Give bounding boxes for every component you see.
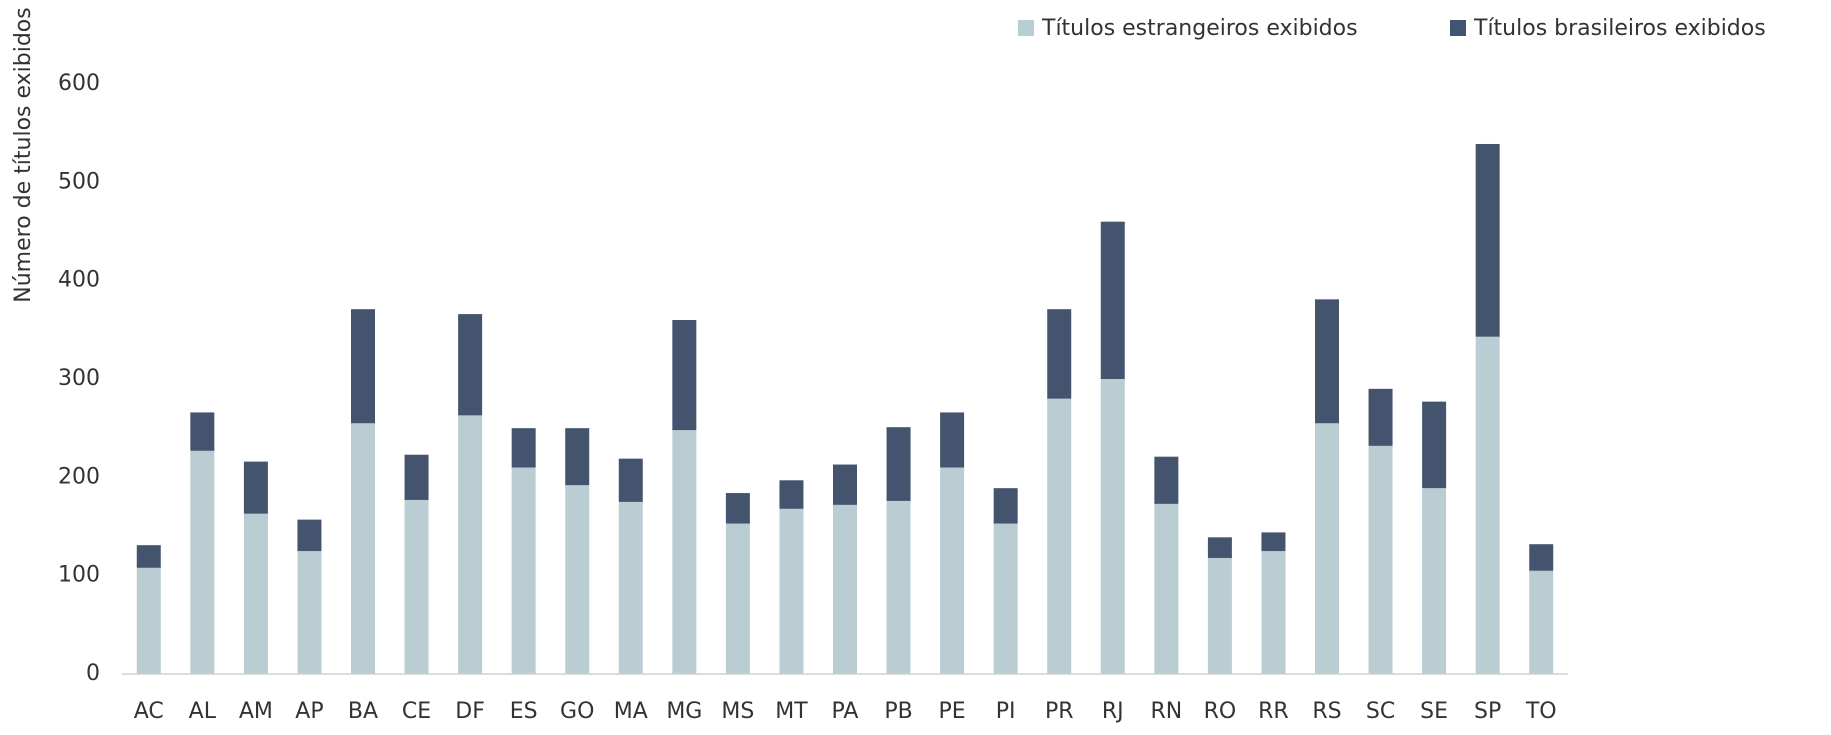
bar-segment — [351, 309, 375, 424]
bar-segment — [1261, 551, 1286, 674]
x-tick-label: AM — [239, 699, 273, 724]
bar-segment — [1475, 336, 1500, 674]
x-tick-label: RN — [1150, 699, 1182, 724]
bar-segment — [1315, 423, 1339, 674]
bar-segment — [565, 485, 590, 674]
x-tick-label: AP — [295, 699, 323, 724]
legend-label: Títulos brasileiros exibidos — [1473, 16, 1766, 41]
x-tick-label: CE — [402, 699, 431, 724]
x-tick-label: DF — [455, 699, 485, 724]
x-tick-label: MT — [775, 699, 808, 724]
bar-segment — [297, 519, 322, 552]
x-tick-label: RJ — [1102, 699, 1124, 724]
x-tick-label: AL — [189, 699, 217, 724]
y-tick-label: 600 — [58, 71, 100, 96]
bar-segment — [672, 320, 697, 431]
x-tick-label: MG — [666, 699, 702, 724]
y-axis-label: Número de títulos exibidos — [11, 7, 36, 302]
x-tick-label: MA — [614, 699, 648, 724]
bar-segment — [1154, 456, 1179, 504]
bar-segment — [458, 314, 483, 416]
bar-segment — [1154, 503, 1179, 674]
bar-segment — [833, 464, 857, 505]
x-tick-label: RO — [1204, 699, 1237, 724]
bar-segment — [1529, 570, 1554, 674]
legend-swatch — [1018, 20, 1034, 36]
bar-segment — [243, 461, 268, 514]
x-tick-label: TO — [1525, 699, 1557, 724]
bar-segment — [1207, 537, 1232, 558]
bar-segment — [297, 551, 322, 674]
x-tick-label: GO — [560, 699, 594, 724]
bar-segment — [136, 545, 161, 568]
bar-segment — [993, 523, 1018, 674]
bar-segment — [779, 480, 804, 509]
x-tick-label: PI — [996, 699, 1016, 724]
x-tick-label: RR — [1258, 699, 1289, 724]
bar-segment — [725, 523, 750, 674]
bar-segment — [404, 454, 429, 500]
y-tick-label: 100 — [58, 563, 100, 588]
bar-segment — [618, 458, 643, 502]
bar-segment — [1475, 143, 1500, 337]
bar-segment — [779, 508, 804, 674]
bar-segment — [511, 428, 536, 468]
bar-segment — [511, 467, 536, 674]
x-tick-label: BA — [348, 699, 378, 724]
bar-segment — [833, 504, 857, 674]
x-tick-label: SP — [1474, 699, 1501, 724]
y-tick-label: 400 — [58, 268, 100, 293]
y-tick-label: 500 — [58, 169, 100, 194]
bar-segment — [136, 567, 161, 674]
bar-segment — [940, 467, 965, 674]
bar-segment — [1047, 309, 1072, 399]
x-tick-label: PB — [884, 699, 912, 724]
x-tick-label: AC — [134, 699, 164, 724]
y-tick-label: 0 — [86, 661, 100, 686]
bar-segment — [404, 499, 429, 674]
x-tick-label: MS — [721, 699, 754, 724]
bar-segment — [1100, 221, 1125, 379]
bar-segment — [458, 415, 483, 674]
bar-segment — [1529, 544, 1554, 571]
legend-swatch — [1450, 20, 1466, 36]
bar-segment — [993, 488, 1018, 524]
y-tick-label: 300 — [58, 366, 100, 391]
x-tick-label: RS — [1312, 699, 1341, 724]
bar-segment — [1100, 379, 1125, 674]
bar-segment — [1368, 388, 1393, 446]
bar-segment — [1422, 488, 1447, 674]
bar-segment — [725, 493, 750, 524]
bar-segment — [1261, 532, 1286, 552]
bar-segment — [1315, 299, 1339, 424]
bar-segment — [351, 423, 375, 674]
bar-segment — [940, 412, 965, 468]
bar-segment — [190, 412, 215, 451]
bar-segment — [1207, 557, 1232, 674]
x-tick-label: SE — [1420, 699, 1448, 724]
x-tick-label: PA — [832, 699, 859, 724]
bar-segment — [243, 513, 268, 674]
bar-segment — [565, 428, 590, 486]
bar-segment — [1368, 445, 1393, 674]
x-tick-label: SC — [1366, 699, 1395, 724]
bar-segment — [1422, 401, 1447, 489]
y-tick-label: 200 — [58, 464, 100, 489]
bar-segment — [672, 430, 697, 674]
x-tick-label: PE — [939, 699, 966, 724]
x-tick-label: PR — [1045, 699, 1074, 724]
bar-segment — [886, 500, 911, 674]
legend-label: Títulos estrangeiros exibidos — [1041, 16, 1358, 41]
x-tick-label: ES — [510, 699, 538, 724]
bar-segment — [190, 450, 215, 674]
bar-segment — [886, 427, 911, 501]
bar-segment — [1047, 398, 1072, 674]
bar-segment — [618, 501, 643, 674]
